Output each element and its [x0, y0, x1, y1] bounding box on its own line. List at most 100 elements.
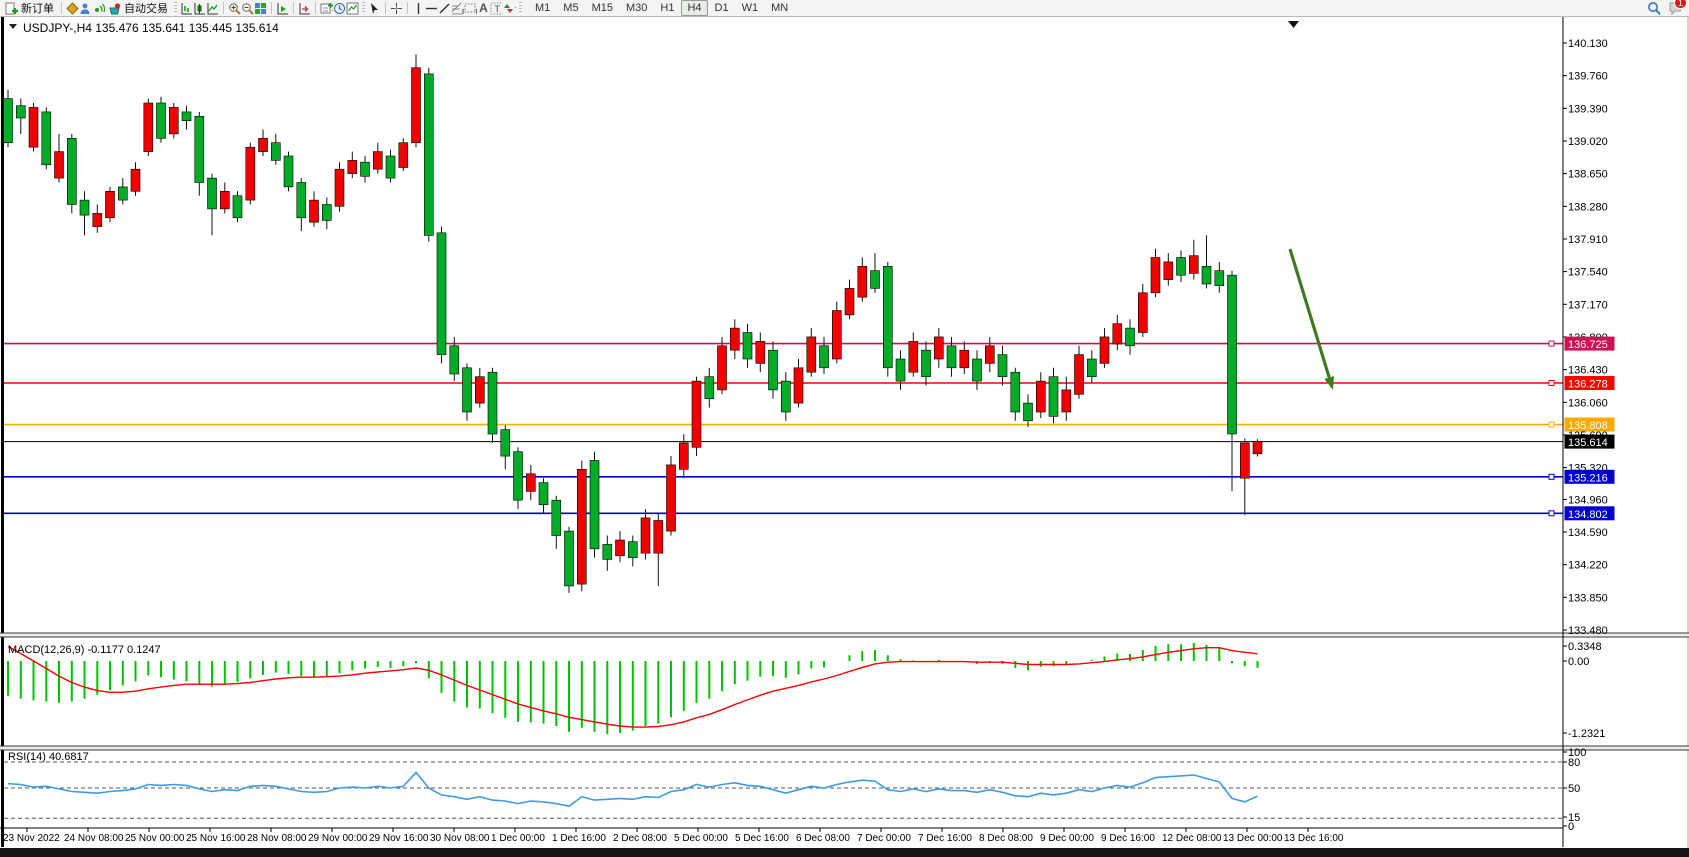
time-label: 5 Dec 00:00: [674, 833, 728, 844]
new-order-label: 新订单: [21, 3, 54, 15]
candlestick-icon[interactable]: [193, 2, 206, 15]
notification-badge: 1: [1673, 0, 1687, 9]
text-icon-letter: A: [479, 1, 488, 15]
vertical-line-icon[interactable]: [412, 2, 425, 15]
candle-body: [1048, 376, 1059, 417]
zoom-in-icon[interactable]: [228, 2, 241, 15]
timeframe-mn[interactable]: MN: [771, 2, 789, 14]
candle-body: [398, 142, 409, 168]
timeframe-m5[interactable]: M5: [563, 2, 579, 14]
timeframe-h4[interactable]: H4: [681, 0, 708, 16]
toolbar-grip: [362, 2, 365, 14]
candle-body: [984, 345, 995, 364]
time-label: 13 Dec 16:00: [1284, 833, 1344, 844]
chart-title-dropdown-icon[interactable]: [9, 24, 17, 29]
candles-layer: [3, 54, 1263, 593]
time-axis[interactable]: 23 Nov 2022 24 Nov 08:00 25 Nov 00:00 25 No…: [0, 827, 1563, 844]
crosshair-icon[interactable]: [390, 2, 403, 15]
candle-body: [423, 73, 434, 236]
time-label: 23 Nov 2022: [3, 833, 60, 844]
toolbar-separator: [407, 2, 408, 14]
horizontal-line-icon[interactable]: [425, 2, 438, 15]
timeframe-m30[interactable]: M30: [625, 2, 648, 14]
time-label: 24 Nov 08:00: [64, 833, 124, 844]
data-window-icon[interactable]: [79, 2, 92, 15]
candle-body: [220, 191, 230, 210]
bar-chart-icon[interactable]: [180, 2, 193, 15]
timeframe-m1[interactable]: M1: [535, 2, 551, 14]
price-tick-label: 139.020: [1568, 136, 1608, 148]
fibonacci-icon[interactable]: E: [451, 2, 464, 15]
navigator-icon[interactable]: [92, 2, 105, 15]
timeframe-h1[interactable]: H1: [660, 2, 675, 14]
macd-axis-label: -1.2321: [1568, 728, 1605, 740]
candle-body: [831, 310, 842, 360]
new-chart-icon[interactable]: [320, 2, 333, 15]
channel-icon[interactable]: F: [464, 2, 477, 15]
candle-body: [666, 464, 676, 532]
channel-letter: F: [476, 9, 478, 15]
price-line-label-box: [1564, 506, 1615, 521]
line-chart-icon[interactable]: [206, 2, 219, 15]
candle-body: [67, 138, 77, 205]
candle-body: [449, 345, 460, 375]
candle-body: [309, 199, 319, 223]
chart-shift-icon[interactable]: [298, 2, 311, 15]
pane-separator[interactable]: [0, 633, 1689, 637]
price-line-label-box: [1564, 336, 1615, 351]
templates-icon[interactable]: [346, 2, 359, 15]
price-tick-label: 137.540: [1568, 267, 1608, 279]
price-axis[interactable]: 140.130 139.760 139.390 139.020 138.650 138.2…: [1562, 17, 1615, 847]
new-order-button[interactable]: 新订单: [2, 1, 57, 16]
notifications-icon[interactable]: 1: [1668, 0, 1687, 15]
time-label: 5 Dec 16:00: [735, 833, 789, 844]
chart-background[interactable]: [0, 17, 1689, 857]
price-tick-label: 136.060: [1568, 397, 1608, 409]
period-clock-icon[interactable]: [333, 2, 346, 15]
window-left-edge: [1, 17, 4, 847]
price-tick-label: 137.170: [1568, 299, 1608, 311]
candle-body: [372, 151, 383, 170]
tile-windows-icon[interactable]: [254, 2, 267, 15]
time-label: 12 Dec 08:00: [1162, 833, 1222, 844]
candle-body: [946, 345, 957, 369]
candle-body: [742, 332, 753, 360]
price-tick-label: 133.850: [1568, 592, 1608, 604]
line-handle: [1548, 510, 1555, 517]
timeframe-d1[interactable]: D1: [714, 2, 729, 14]
auto-trading-label: 自动交易: [124, 3, 168, 15]
zoom-out-icon[interactable]: [241, 2, 254, 15]
candle-body: [538, 482, 549, 506]
annotation-arrow[interactable]: [1288, 248, 1331, 379]
time-label: 9 Dec 00:00: [1040, 833, 1094, 844]
price-tick-label: 134.960: [1568, 494, 1608, 506]
search-icon[interactable]: [1647, 1, 1660, 15]
candle-body: [156, 102, 166, 139]
candle-body: [551, 499, 562, 536]
pane-separator[interactable]: [0, 746, 1689, 750]
market-watch-icon[interactable]: [66, 1, 79, 15]
time-label: 30 Nov 08:00: [430, 833, 490, 844]
candle-body: [780, 380, 791, 413]
candle-body: [997, 354, 1008, 378]
candle-body: [79, 199, 90, 216]
auto-scroll-icon[interactable]: [276, 2, 289, 15]
text-icon[interactable]: A: [477, 1, 490, 15]
cursor-icon[interactable]: [368, 2, 381, 15]
arrows-dropdown-icon[interactable]: [503, 2, 516, 15]
candle-body: [959, 349, 970, 369]
rsi-axis-label: 100: [1568, 747, 1586, 759]
text-label-icon[interactable]: T: [490, 2, 503, 15]
candle-body: [1214, 270, 1225, 287]
auto-trading-button[interactable]: 自动交易: [105, 1, 171, 16]
timeframe-w1[interactable]: W1: [741, 2, 759, 14]
candle-body: [678, 442, 689, 470]
trendline-icon[interactable]: [438, 2, 451, 15]
candle-body: [15, 105, 26, 119]
candle-body: [92, 213, 103, 227]
timeframe-m15[interactable]: M15: [591, 2, 613, 14]
chart-shift-marker[interactable]: [1288, 21, 1299, 28]
rsi-axis-label: 50: [1568, 783, 1580, 795]
candle-body: [385, 155, 396, 179]
